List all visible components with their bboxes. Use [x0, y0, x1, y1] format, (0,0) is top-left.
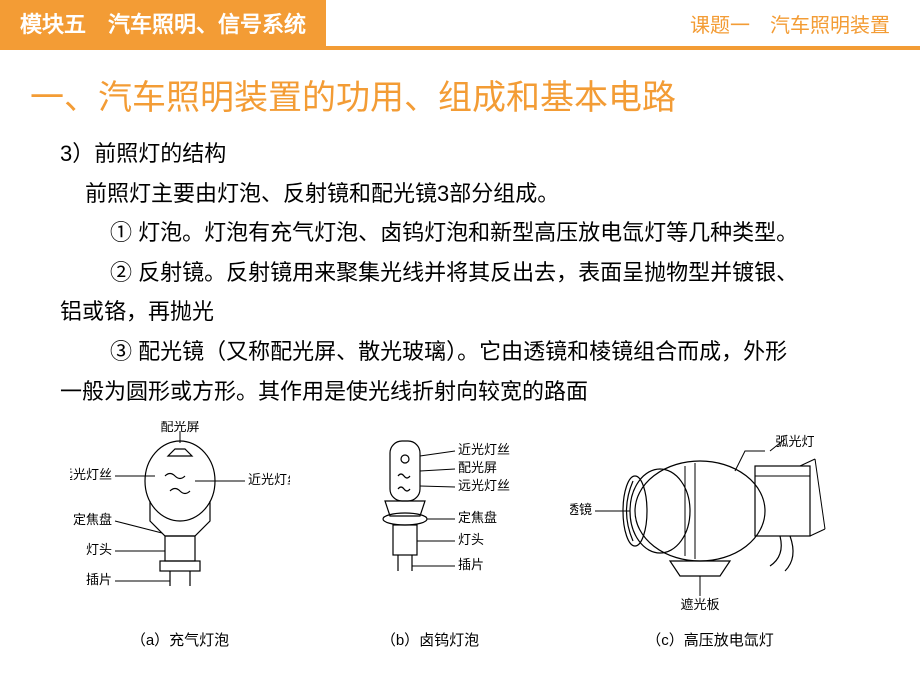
label-c-left: 透镜: [570, 502, 592, 517]
label-c-bottom: 遮光板: [680, 597, 719, 612]
label-b-r5: 灯头: [458, 532, 484, 547]
label-a-top: 配光屏: [160, 421, 199, 434]
label-b-r4: 定焦盘: [458, 510, 497, 525]
intro-line: 前照灯主要由灯泡、反射镜和配光镜3部分组成。: [40, 174, 890, 214]
header-bar: 模块五 汽车照明、信号系统 课题一 汽车照明装置: [0, 0, 920, 50]
topic-label: 课题一 汽车照明装置: [326, 0, 920, 46]
diagram-a: 配光屏 远光灯丝 近光灯丝 定焦盘 灯头 插片 （a）充气灯泡: [70, 421, 290, 650]
label-b-r6: 插片: [458, 557, 484, 572]
label-a-l1: 远光灯丝: [70, 467, 112, 482]
caption-b: （b）卤钨灯泡: [381, 629, 479, 650]
subsection-number: 3）前照灯的结构: [40, 134, 890, 174]
label-a-l3: 灯头: [86, 542, 112, 557]
diagram-c: 弧光灯 透镜 遮光板 （c）高压放电氙灯: [570, 421, 850, 650]
module-label: 模块五 汽车照明、信号系统: [0, 0, 326, 46]
label-a-l4: 插片: [86, 572, 112, 587]
lamp-c-svg: 弧光灯 透镜 遮光板: [570, 421, 850, 621]
body-text: 3）前照灯的结构 前照灯主要由灯泡、反射镜和配光镜3部分组成。 ① 灯泡。灯泡有…: [30, 134, 890, 411]
label-b-r3: 远光灯丝: [458, 478, 510, 493]
item-1: ① 灯泡。灯泡有充气灯泡、卤钨灯泡和新型高压放电氙灯等几种类型。: [40, 213, 890, 253]
item-3b: 一般为圆形或方形。其作用是使光线折射向较宽的路面: [40, 372, 890, 412]
item-2b: 铝或铬，再抛光: [40, 292, 890, 332]
item-2a: ② 反射镜。反射镜用来聚集光线并将其反出去，表面呈抛物型并镀银、: [40, 253, 890, 293]
main-title: 一、汽车照明装置的功用、组成和基本电路: [30, 70, 890, 119]
caption-a: （a）充气灯泡: [131, 629, 229, 650]
caption-c: （c）高压放电氙灯: [646, 629, 774, 650]
label-b-r1: 近光灯丝: [458, 442, 510, 457]
diagram-b: 近光灯丝 配光屏 远光灯丝 定焦盘 灯头 插片 （b）卤钨灯泡: [330, 421, 530, 650]
bulb-b-svg: 近光灯丝 配光屏 远光灯丝 定焦盘 灯头 插片: [330, 421, 530, 621]
label-b-r2: 配光屏: [458, 460, 497, 475]
label-a-r: 近光灯丝: [248, 472, 290, 487]
diagram-row: 配光屏 远光灯丝 近光灯丝 定焦盘 灯头 插片 （a）充气灯泡: [30, 421, 890, 650]
item-3a: ③ 配光镜（又称配光屏、散光玻璃）。它由透镜和棱镜组合而成，外形: [40, 332, 890, 372]
bulb-a-svg: 配光屏 远光灯丝 近光灯丝 定焦盘 灯头 插片: [70, 421, 290, 621]
content-area: 一、汽车照明装置的功用、组成和基本电路 3）前照灯的结构 前照灯主要由灯泡、反射…: [0, 50, 920, 650]
label-a-l2: 定焦盘: [73, 512, 112, 527]
